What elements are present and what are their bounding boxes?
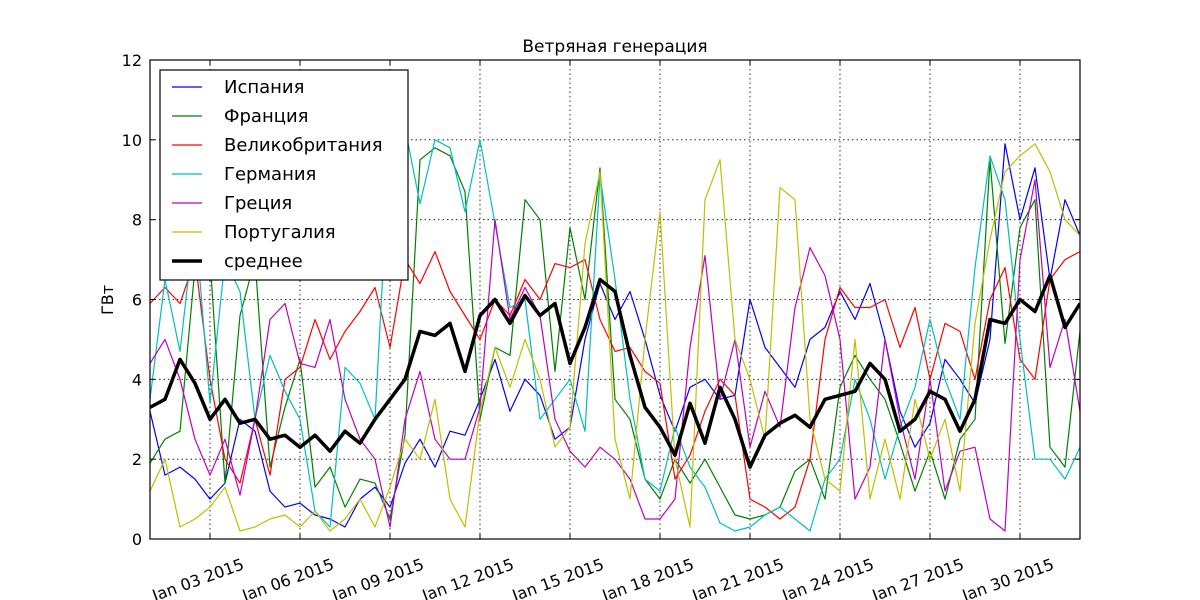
legend-label: среднее — [224, 251, 303, 272]
y-tick-label: 0 — [132, 530, 142, 549]
series-line — [150, 251, 1080, 520]
series-line — [150, 143, 1080, 532]
legend-label: Великобритания — [224, 135, 383, 156]
y-tick-label: 8 — [132, 211, 142, 230]
series-lines — [150, 127, 1080, 532]
series-line — [150, 127, 1080, 532]
legend-label: Франция — [224, 106, 309, 127]
y-tick-label: 4 — [132, 370, 142, 389]
legend-label: Португалия — [224, 222, 336, 243]
y-tick-label: 2 — [132, 450, 142, 469]
legend-label: Германия — [224, 164, 316, 185]
y-axis-label: ГВт — [98, 285, 117, 315]
chart-title: Ветряная генерация — [522, 37, 707, 57]
series-line — [150, 147, 1080, 520]
legend: Испания Франция Великобритания Германия Грец… — [159, 69, 409, 281]
series-line — [150, 273, 1080, 469]
y-tick-label: 10 — [122, 131, 142, 150]
legend-label: Испания — [224, 77, 304, 98]
series-line — [150, 179, 1080, 532]
series-line — [150, 143, 1080, 528]
y-tick-label: 6 — [132, 291, 142, 310]
y-tick-label: 12 — [122, 51, 142, 70]
plot-area — [150, 127, 1080, 532]
legend-box — [159, 69, 409, 281]
legend-label: Греция — [224, 193, 292, 214]
